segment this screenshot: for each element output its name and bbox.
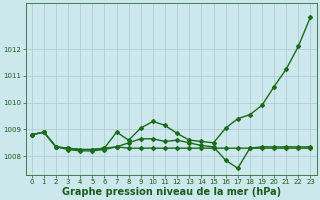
X-axis label: Graphe pression niveau de la mer (hPa): Graphe pression niveau de la mer (hPa) bbox=[61, 187, 281, 197]
